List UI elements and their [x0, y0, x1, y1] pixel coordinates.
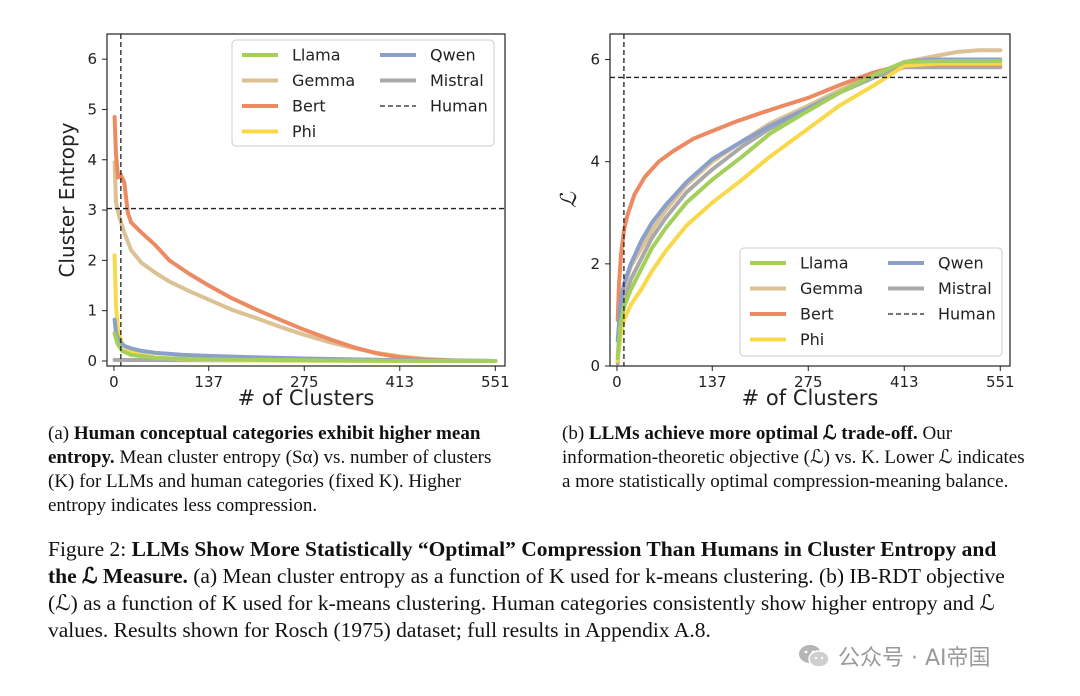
chart-a: 0 137 275 413 551 0 1 2 3 4 5 6 # of Clusters Cluster…	[55, 33, 510, 410]
legend-entry-human: Human	[380, 97, 488, 116]
series-line-qwen	[112, 317, 498, 363]
figure-charts: 0 137 275 413 551 0 1 2 3 4 5 6 # of Clusters Cluster…	[55, 33, 1015, 410]
watermark-text: 公众号 · AI帝国	[838, 646, 991, 671]
legend-label: Bert	[292, 97, 326, 116]
legend-entry-bert: Bert	[750, 305, 834, 324]
x-axis-label: # of Clusters	[742, 386, 879, 410]
caption-a: (a) Human conceptual categories exhibit …	[48, 422, 518, 518]
legend-label: Phi	[292, 122, 316, 141]
legend-label: Llama	[292, 46, 341, 65]
series-line-phi	[112, 253, 498, 363]
legend-entry-qwen: Qwen	[380, 46, 476, 65]
y-tick-label: 2	[87, 251, 97, 269]
figure-caption-bold: LLMs Show More Statistically “Optimal” C…	[48, 537, 997, 588]
legend-entry-mistral: Mistral	[888, 279, 992, 298]
legend-label: Mistral	[430, 71, 484, 90]
series-line-llama	[112, 331, 498, 363]
series-line-bert	[112, 115, 498, 363]
legend-label: Qwen	[938, 254, 984, 273]
y-tick-label: 4	[590, 153, 600, 171]
x-tick-label: 275	[290, 373, 319, 391]
x-tick-label: 275	[794, 373, 823, 391]
series-line-llama	[615, 59, 1003, 361]
y-tick-label: 4	[87, 151, 97, 169]
caption-b-text: Our information-theoretic objective (ℒ) …	[562, 423, 1025, 492]
caption-b: (b) LLMs achieve more optimal ℒ trade-of…	[562, 422, 1032, 494]
legend-entry-phi: Phi	[242, 122, 316, 141]
legend-label: Human	[430, 97, 488, 116]
legend-label: Llama	[800, 254, 849, 273]
x-tick-label: 0	[109, 373, 119, 391]
y-tick-label: 0	[87, 352, 97, 370]
legend-entry-llama: Llama	[242, 46, 341, 65]
legend-entry-gemma: Gemma	[750, 279, 863, 298]
legend-label: Mistral	[938, 279, 992, 298]
legend-entry-phi: Phi	[750, 330, 824, 349]
x-tick-label: 413	[890, 373, 919, 391]
legend-label: Bert	[800, 305, 834, 324]
caption-a-bold: Human conceptual categories exhibit high…	[48, 423, 481, 468]
y-tick-label: 0	[590, 357, 600, 375]
axes-frame	[609, 33, 1011, 367]
legend-box	[231, 39, 495, 147]
y-axis-label: ℒ	[557, 191, 582, 208]
y-axis-label: Cluster Entropy	[55, 122, 79, 277]
series-line-phi	[615, 61, 1003, 363]
legend: Llama Gemma Bert Phi Qwen Mistral Human	[739, 247, 1003, 357]
chart-b: 0 137 275 413 551 0 2 4 6 # of Clusters ℒ Llama Gemm…	[557, 33, 1015, 410]
watermark: 公众号 · AI帝国	[798, 640, 991, 672]
legend-entry-human: Human	[888, 305, 996, 324]
x-tick-label: 137	[194, 373, 223, 391]
legend-entry-bert: Bert	[242, 97, 326, 116]
legend-label: Gemma	[800, 279, 863, 298]
figure-caption-label: Figure 2:	[48, 537, 127, 561]
x-tick-label: 413	[385, 373, 414, 391]
x-tick-label: 551	[986, 373, 1015, 391]
legend-entry-mistral: Mistral	[380, 71, 484, 90]
legend-entry-llama: Llama	[750, 254, 849, 273]
legend-label: Phi	[800, 330, 824, 349]
wechat-icon	[799, 645, 830, 668]
plot-area	[615, 48, 1003, 366]
caption-a-label: (a)	[48, 423, 70, 444]
x-tick-label: 551	[481, 373, 510, 391]
y-tick-label: 1	[87, 302, 97, 320]
x-axis-label: # of Clusters	[238, 386, 375, 410]
caption-b-bold: LLMs achieve more optimal ℒ trade-off.	[588, 423, 918, 444]
caption-b-label: (b)	[562, 423, 585, 444]
legend-entry-qwen: Qwen	[888, 254, 984, 273]
y-tick-label: 6	[590, 51, 600, 69]
legend-entry-gemma: Gemma	[242, 71, 355, 90]
legend-label: Gemma	[292, 71, 355, 90]
y-tick-label: 6	[87, 50, 97, 68]
y-tick-label: 5	[87, 100, 97, 118]
figure-caption-text: (a) Mean cluster entropy as a function o…	[48, 564, 1005, 642]
figure-caption: Figure 2: LLMs Show More Statistically “…	[48, 536, 1020, 644]
legend-box	[739, 247, 1003, 357]
x-tick-label: 137	[698, 373, 727, 391]
caption-a-text: Mean cluster entropy (Sα) vs. number of …	[48, 447, 492, 516]
y-tick-label: 2	[590, 255, 600, 273]
legend: Llama Gemma Bert Phi Qwen Mistral Human	[231, 39, 495, 147]
axes-frame	[106, 33, 506, 367]
legend-label: Qwen	[430, 46, 476, 65]
x-tick-label: 0	[612, 373, 622, 391]
y-tick-label: 3	[87, 201, 97, 219]
plot-area	[112, 115, 498, 363]
legend-label: Human	[938, 305, 996, 324]
